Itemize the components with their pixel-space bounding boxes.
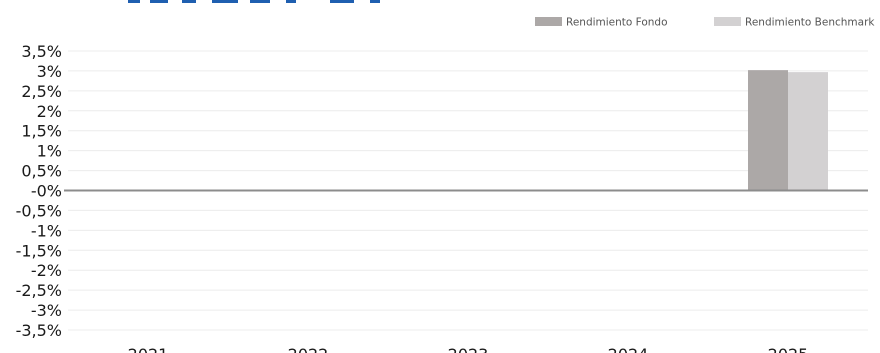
x-tick-label: 2024	[608, 345, 649, 353]
x-tick-label: 2025	[768, 345, 809, 353]
cut-off-title	[128, 0, 380, 3]
y-tick-label: 2%	[37, 102, 62, 121]
y-tick-label: 1%	[37, 142, 62, 161]
y-tick-label: -0%	[31, 182, 62, 201]
y-tick-label: 0,5%	[21, 162, 62, 181]
y-tick-label: -3,5%	[16, 321, 62, 340]
bar-benchmark-2025[interactable]	[788, 72, 828, 191]
y-tick-label: 3%	[37, 62, 62, 81]
x-axis: 2021 2022 2023 2024 2025	[128, 345, 809, 353]
x-tick-label: 2023	[448, 345, 489, 353]
y-tick-label: -3%	[31, 301, 62, 320]
y-tick-label: 1,5%	[21, 122, 62, 141]
y-tick-label: -1%	[31, 221, 62, 240]
bar-fondo-2025[interactable]	[748, 70, 788, 191]
y-tick-label: -2,5%	[16, 281, 62, 300]
x-tick-label: 2022	[288, 345, 329, 353]
bars	[748, 70, 828, 191]
legend-label: Rendimiento Benchmark	[745, 17, 875, 29]
y-axis: 3,5%3%2,5%2%1,5%1%0,5%-0%-0,5%-1%-1,5%-2…	[16, 42, 62, 340]
gridlines	[68, 50, 868, 331]
y-tick-label: -1,5%	[16, 241, 62, 260]
legend-swatch	[535, 17, 562, 26]
legend-swatch	[714, 17, 741, 26]
y-tick-label: 3,5%	[21, 42, 62, 61]
legend: Rendimiento Fondo Rendimiento Benchmark	[535, 17, 875, 29]
legend-label: Rendimiento Fondo	[566, 17, 668, 29]
y-tick-label: -0,5%	[16, 201, 62, 220]
y-tick-label: -2%	[31, 261, 62, 280]
y-tick-label: 2,5%	[21, 82, 62, 101]
x-tick-label: 2021	[128, 345, 169, 353]
